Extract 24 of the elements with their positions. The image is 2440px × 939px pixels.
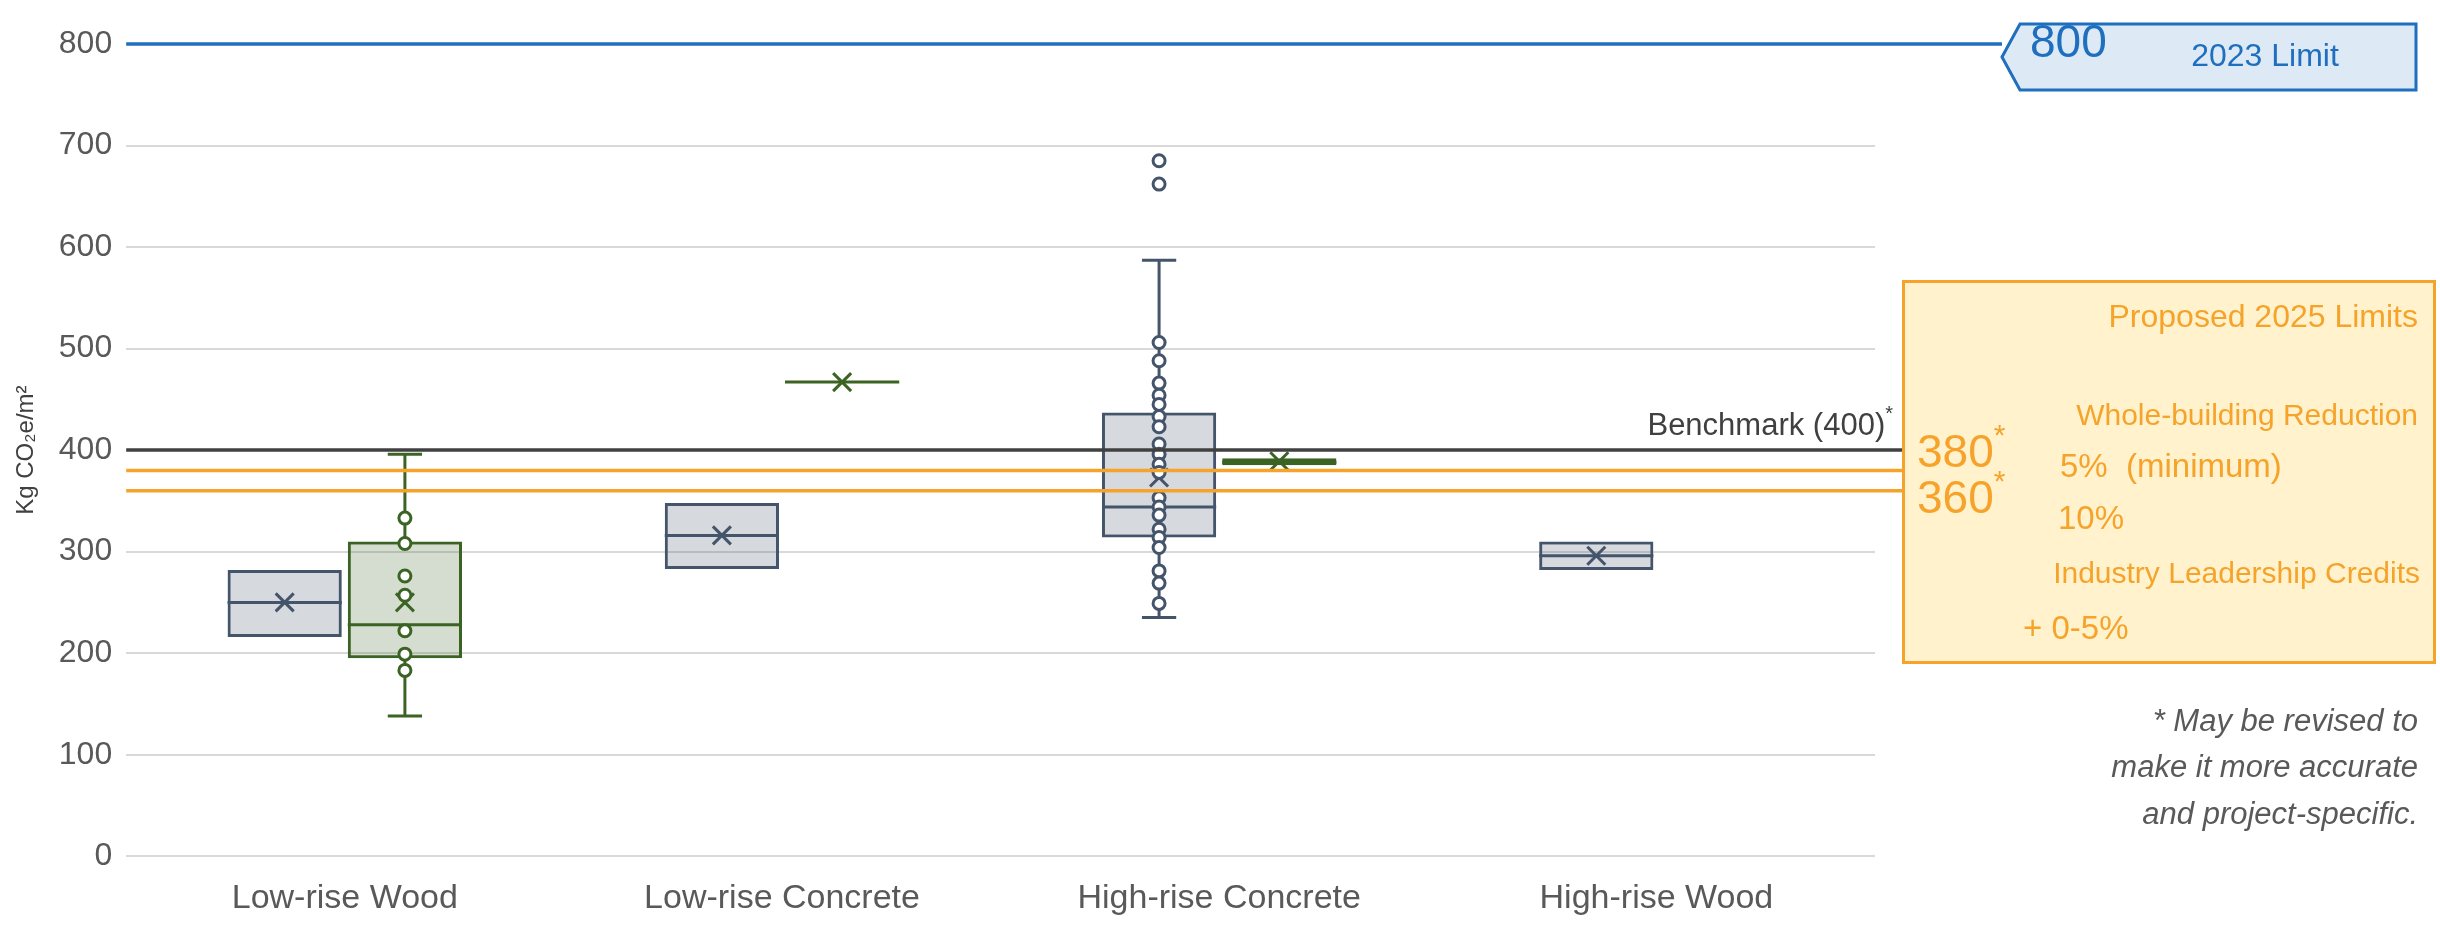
text: 2023 Limit bbox=[2191, 36, 2339, 73]
ref-line-label: 800 bbox=[2030, 14, 2107, 67]
y-tick-label: 600 bbox=[58, 226, 113, 263]
y-tick-label: 700 bbox=[58, 125, 113, 162]
text: 5% (minimum) bbox=[2060, 447, 2282, 485]
y-tick-label: 200 bbox=[58, 632, 113, 669]
y-tick-label: 800 bbox=[58, 23, 113, 60]
y-tick-label: 400 bbox=[58, 429, 113, 466]
text: Proposed 2025 Limits bbox=[2108, 297, 2418, 334]
y-tick-label: 500 bbox=[58, 328, 113, 365]
y-tick-label: 0 bbox=[94, 836, 113, 873]
y-tick-label: 300 bbox=[58, 531, 113, 568]
text: Industry Leadership Credits bbox=[2053, 556, 2420, 590]
text: * May be revised to make it more accurate and project-specific. bbox=[2111, 702, 2419, 831]
text: 10% bbox=[2058, 499, 2125, 537]
x-tick-label: Low-rise Concrete bbox=[644, 876, 920, 915]
x-tick-label: Low-rise Wood bbox=[231, 876, 458, 915]
text: + 0-5% bbox=[2023, 609, 2129, 647]
text: Whole-building Reduction bbox=[2076, 398, 2419, 432]
x-tick-label: High-rise Wood bbox=[1539, 876, 1774, 915]
y-axis-title: Kg CO₂e/m² bbox=[11, 385, 39, 515]
ref-line-label: Benchmark (400)* bbox=[1647, 401, 1894, 442]
y-tick-label: 100 bbox=[58, 734, 113, 771]
x-tick-label: High-rise Concrete bbox=[1077, 876, 1361, 915]
